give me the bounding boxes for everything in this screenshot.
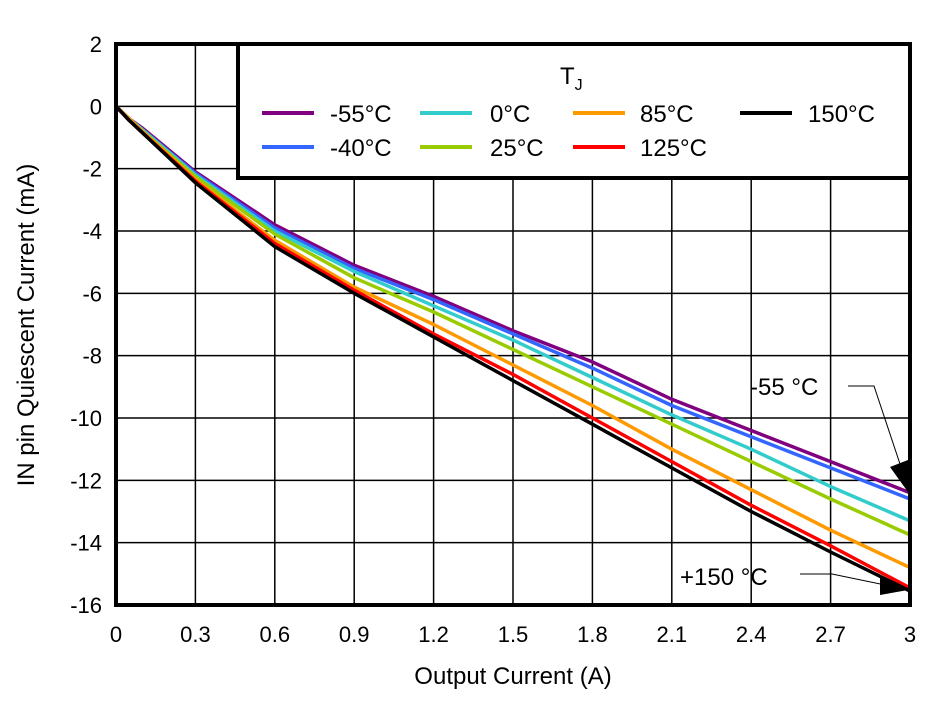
legend-title: TJ <box>560 63 583 94</box>
series-lines <box>114 105 911 593</box>
annotation-plus150: +150 °C <box>680 564 768 591</box>
x-tick-label: 1.2 <box>418 622 449 647</box>
x-tick-label: 3 <box>904 622 916 647</box>
annotation-plus150-arrow <box>880 577 908 595</box>
y-tick-label: 2 <box>90 32 102 57</box>
legend-label: 150°C <box>808 101 875 128</box>
legend-label: 85°C <box>640 101 694 128</box>
y-tick-label: -4 <box>82 219 102 244</box>
y-tick-label: -14 <box>70 531 102 556</box>
y-tick-label: -6 <box>82 281 102 306</box>
legend-label: -55°C <box>330 101 392 128</box>
x-axis-label: Output Current (A) <box>414 663 611 690</box>
y-tick-label: -10 <box>70 406 102 431</box>
y-tick-label: -2 <box>82 157 102 182</box>
x-tick-label: 2.7 <box>815 622 846 647</box>
legend: TJ -55°C -40°C 0°C 25°C 85°C 125°C 150°C <box>236 42 912 180</box>
x-tick-label: 2.4 <box>736 622 767 647</box>
annotation-minus55-leader <box>848 385 903 471</box>
series-line-150°C <box>114 105 911 593</box>
x-tick-label: 0.9 <box>339 622 370 647</box>
y-tick-label: -12 <box>70 468 102 493</box>
legend-label: 25°C <box>490 135 544 162</box>
annotation-minus55: -55 °C <box>750 374 818 401</box>
x-tick-label: 0 <box>110 622 122 647</box>
x-tick-label: 2.1 <box>657 622 688 647</box>
x-tick-label: 1.8 <box>577 622 608 647</box>
y-tick-label: -8 <box>82 344 102 369</box>
x-tick-label: 1.5 <box>498 622 529 647</box>
x-tick-labels: 0 0.3 0.6 0.9 1.2 1.5 1.8 2.1 2.4 2.7 3 <box>110 622 916 647</box>
y-tick-label: 0 <box>90 94 102 119</box>
legend-label: 0°C <box>490 101 530 128</box>
legend-label: -40°C <box>330 135 392 162</box>
annotation-plus150-leader <box>800 573 891 587</box>
y-axis-label: IN pin Quiescent Current (mA) <box>13 164 40 487</box>
legend-label: 125°C <box>640 135 707 162</box>
y-tick-label: -16 <box>70 593 102 618</box>
y-tick-labels: 2 0 -2 -4 -6 -8 -10 -12 -14 -16 <box>70 32 102 618</box>
x-tick-label: 0.6 <box>260 622 291 647</box>
annotations: -55 °C +150 °C <box>680 374 908 595</box>
annotation-minus55-arrow <box>890 460 908 492</box>
x-tick-label: 0.3 <box>180 622 211 647</box>
